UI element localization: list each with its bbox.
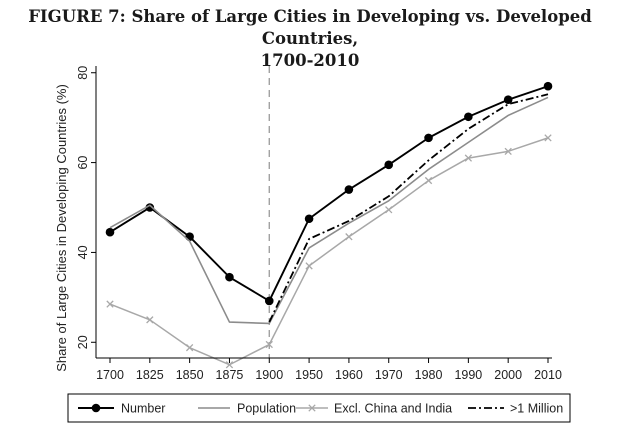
data-point bbox=[464, 112, 473, 122]
legend-item-4: >1 Million bbox=[468, 402, 563, 416]
data-point bbox=[424, 176, 433, 185]
series-line bbox=[109, 85, 549, 302]
data-point-stroke bbox=[464, 154, 473, 162]
data-point-stroke bbox=[146, 316, 154, 324]
data-point bbox=[304, 214, 314, 224]
data-point bbox=[345, 233, 353, 241]
data-point-stroke bbox=[504, 147, 512, 156]
series-excl-china-and-india bbox=[106, 134, 552, 369]
data-point-stroke bbox=[385, 206, 393, 214]
x-tick-label: 1825 bbox=[136, 368, 164, 382]
data-point bbox=[384, 160, 394, 170]
legend-item-1: Number bbox=[78, 402, 165, 416]
data-point bbox=[344, 185, 354, 194]
legend-label: Excl. China and India bbox=[334, 402, 452, 416]
legend-item-2: Population bbox=[198, 402, 296, 416]
data-point bbox=[106, 300, 114, 308]
x-tick-label: 2010 bbox=[534, 368, 562, 382]
y-tick-label: 80 bbox=[76, 66, 90, 80]
x-tick-label: 1850 bbox=[176, 368, 204, 382]
data-point-stroke bbox=[544, 134, 552, 142]
data-point bbox=[464, 154, 473, 162]
x-tick-label: 1875 bbox=[216, 368, 244, 382]
series-line bbox=[268, 93, 549, 323]
data-point bbox=[185, 232, 194, 242]
x-tick-label: 1960 bbox=[335, 368, 363, 382]
data-point bbox=[504, 147, 512, 156]
legend-label: Number bbox=[121, 402, 165, 416]
x-tick-label: 2000 bbox=[494, 368, 522, 382]
data-point-stroke bbox=[265, 340, 273, 349]
y-tick-label: 40 bbox=[76, 245, 90, 259]
data-point bbox=[105, 227, 115, 237]
chart-title-line2: 1700-2010 bbox=[260, 51, 360, 70]
chart-title: FIGURE 7: Share of Large Cities in Devel… bbox=[0, 6, 620, 72]
x-tick-label: 1970 bbox=[375, 368, 403, 382]
data-point bbox=[264, 296, 274, 306]
data-point-stroke bbox=[185, 344, 194, 352]
data-point bbox=[145, 203, 155, 212]
data-point bbox=[225, 361, 234, 369]
series-line bbox=[109, 137, 549, 366]
x-tick-label: 1990 bbox=[454, 368, 482, 382]
data-point bbox=[503, 95, 513, 104]
data-point-stroke bbox=[225, 361, 234, 369]
legend-label: Population bbox=[237, 402, 296, 416]
data-point bbox=[385, 206, 393, 214]
data-point bbox=[305, 262, 313, 270]
y-tick-label: 60 bbox=[76, 156, 90, 170]
x-tick-label: 1700 bbox=[96, 368, 124, 382]
data-point bbox=[543, 81, 553, 91]
x-tick-label: 1900 bbox=[255, 368, 283, 382]
data-point bbox=[544, 134, 552, 142]
data-point bbox=[146, 316, 154, 324]
data-point-stroke bbox=[305, 262, 313, 270]
data-point-stroke bbox=[106, 300, 114, 308]
series-number bbox=[105, 81, 553, 306]
data-point bbox=[424, 133, 433, 143]
data-point bbox=[265, 340, 273, 349]
data-point-stroke bbox=[424, 176, 433, 185]
legend-label: >1 Million bbox=[510, 402, 563, 416]
chart-title-line1: FIGURE 7: Share of Large Cities in Devel… bbox=[28, 7, 592, 48]
data-point bbox=[185, 344, 194, 352]
legend-swatch-marker bbox=[308, 404, 316, 412]
legend-swatch-marker bbox=[91, 403, 101, 413]
y-tick-label: 20 bbox=[76, 335, 90, 349]
legend-item-3: Excl. China and India bbox=[296, 402, 452, 416]
y-axis-label: Share of Large Cities in Developing Coun… bbox=[54, 84, 69, 372]
series-1-million bbox=[268, 93, 549, 323]
data-point-stroke bbox=[345, 233, 353, 241]
x-tick-label: 1980 bbox=[415, 368, 443, 382]
x-tick-label: 1950 bbox=[295, 368, 323, 382]
series-line bbox=[109, 96, 549, 325]
data-point bbox=[225, 272, 234, 282]
series-population bbox=[109, 96, 549, 325]
